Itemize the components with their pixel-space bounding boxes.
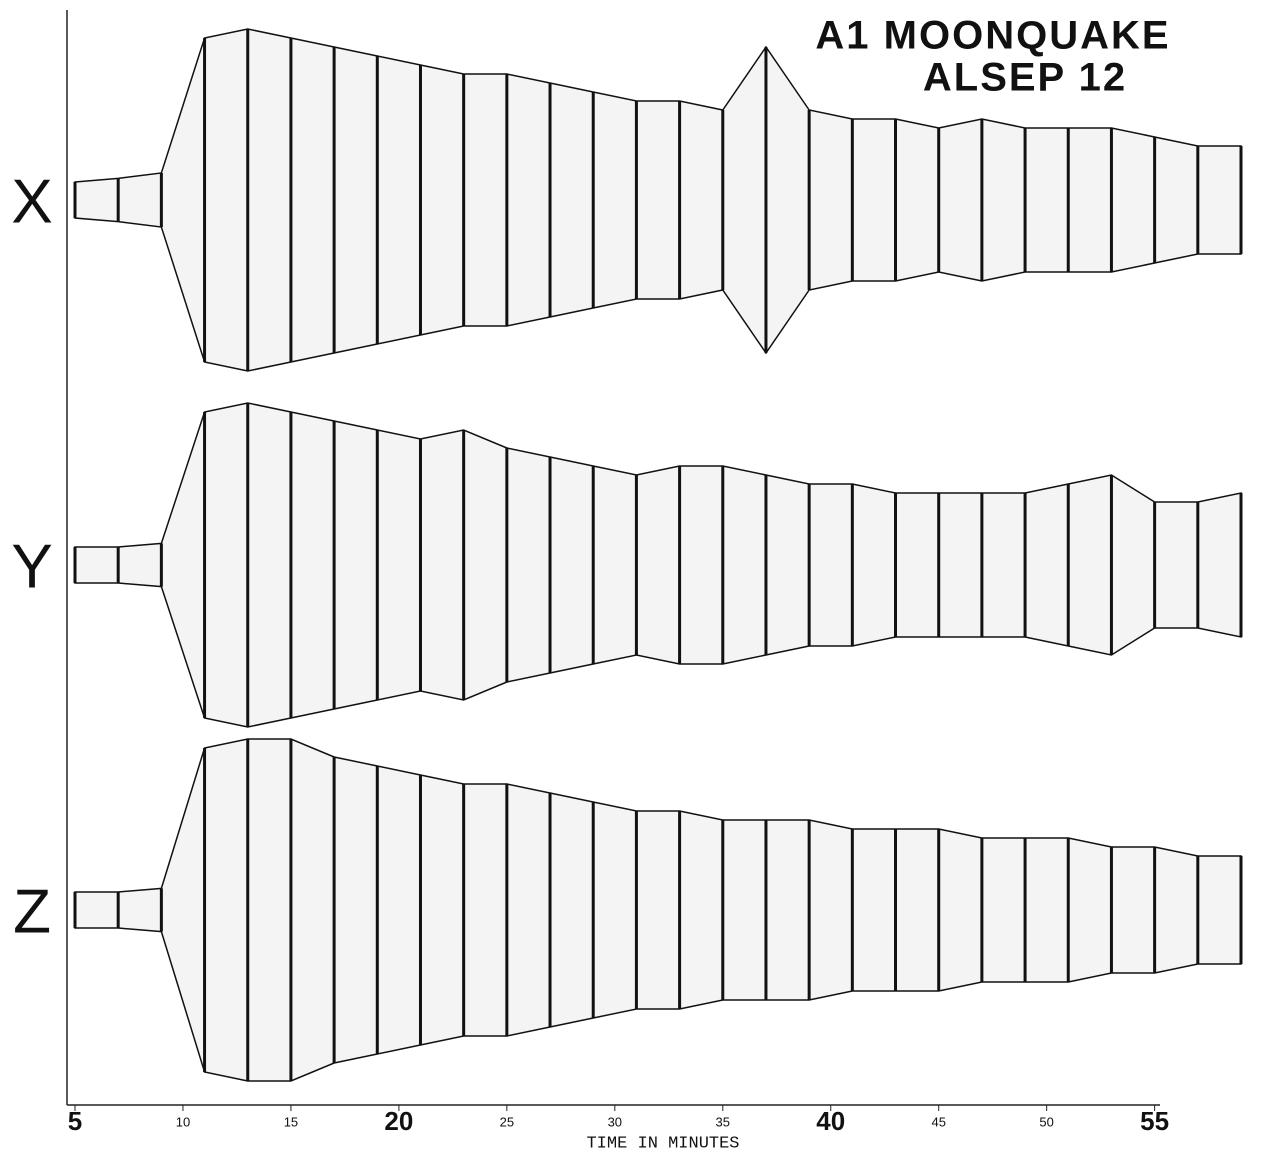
x-axis-label: TIME IN MINUTES [586,1134,739,1153]
x-tick-label: 30 [608,1114,622,1129]
x-tick-label: 50 [1039,1114,1053,1129]
x-tick-label: 40 [816,1106,845,1136]
chart-subtitle: ALSEP 12 [923,56,1127,100]
x-tick-label: 15 [284,1114,298,1129]
x-tick-label: 35 [716,1114,730,1129]
x-tick-label: 55 [1140,1106,1169,1136]
x-tick-label: 20 [384,1106,413,1136]
x-tick-label: 5 [68,1106,82,1136]
chart-title: A1 MOONQUAKE [815,14,1170,58]
x-tick-label: 45 [931,1114,945,1129]
x-tick-label: 25 [500,1114,514,1129]
trace-envelope [74,738,1242,1082]
trace-envelope [74,402,1242,728]
x-tick-label: 10 [176,1114,190,1129]
channel-label: X [11,167,52,236]
channel-label: Z [13,877,51,946]
channel-label: Y [11,532,52,601]
